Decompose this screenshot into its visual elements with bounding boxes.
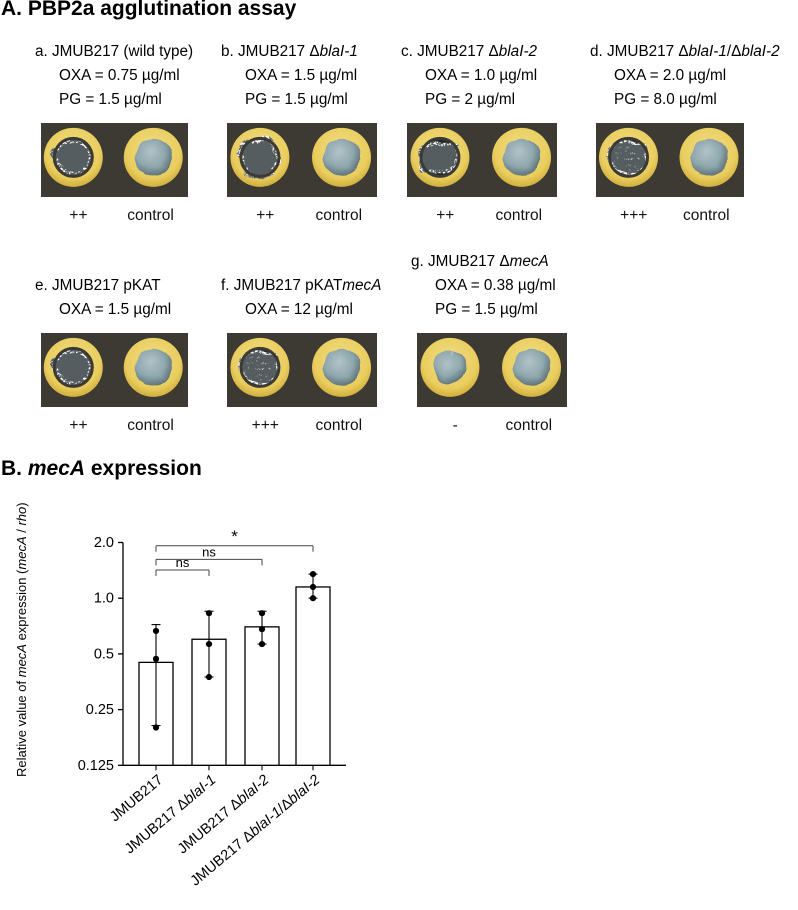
- svg-text:0.25: 0.25: [86, 702, 114, 718]
- svg-text:ns: ns: [176, 555, 190, 570]
- svg-text:0.5: 0.5: [94, 646, 114, 662]
- svg-text:2.0: 2.0: [94, 535, 114, 551]
- svg-text:1.0: 1.0: [94, 591, 114, 607]
- svg-text:0.125: 0.125: [78, 758, 114, 774]
- svg-text:ns: ns: [202, 544, 216, 559]
- svg-text:*: *: [231, 527, 238, 546]
